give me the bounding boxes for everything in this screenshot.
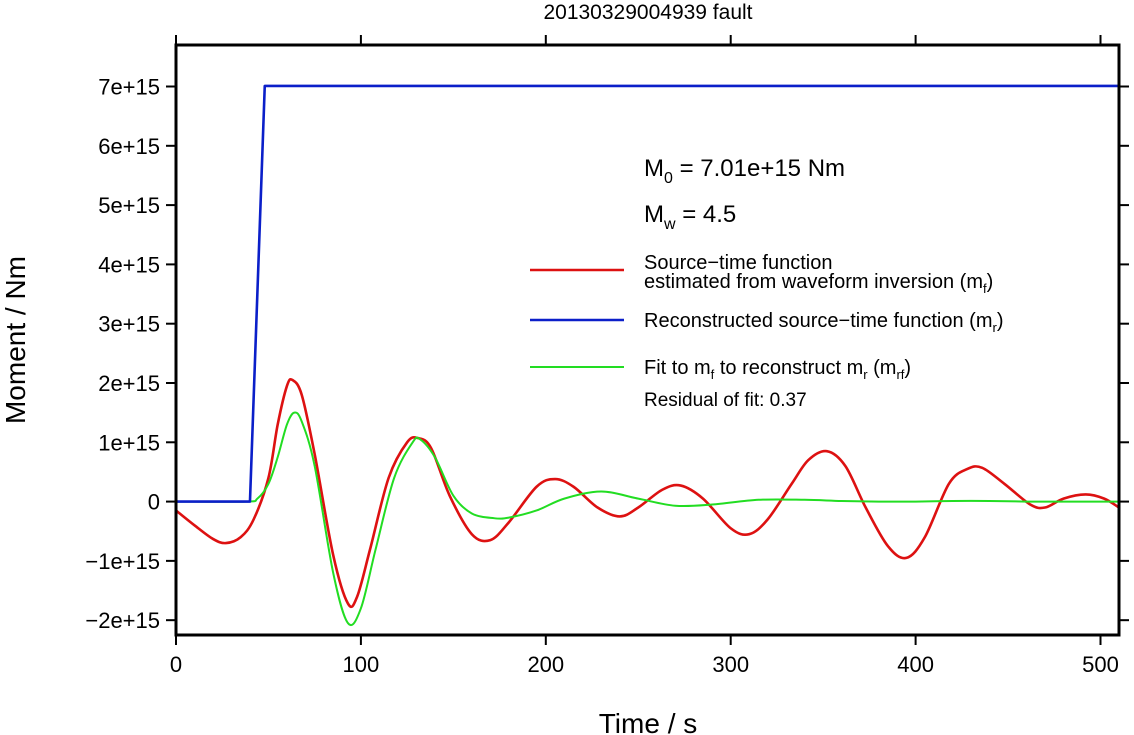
legend-label-red-line2: estimated from waveform inversion (mf): [644, 271, 993, 296]
y-tick-label: 0: [148, 490, 160, 515]
m0-rest: = 7.01e+15 Nm: [673, 155, 845, 182]
legend-label-green: Fit to mf to reconstruct mr (mrf): [644, 357, 911, 382]
legend-label-blue: Reconstructed source−time function (mr): [644, 310, 1004, 335]
x-axis: 0 100 200 300 400 500: [170, 35, 1119, 677]
x-axis-label: Time / s: [599, 708, 698, 735]
m0-main: M: [644, 155, 664, 182]
series-line-fit: [176, 411, 1119, 627]
plot-area: [176, 84, 1119, 627]
m0-annotation: M0 = 7.01e+15 Nm: [644, 155, 845, 187]
x-tick-label: 300: [712, 652, 749, 677]
mw-rest: = 4.5: [676, 201, 737, 228]
svg-text:M0 = 7.01e+15 Nm: M0 = 7.01e+15 Nm: [644, 155, 845, 187]
y-tick-label: 4e+15: [98, 252, 160, 277]
mw-main: M: [644, 201, 664, 228]
plot-frame: [174, 43, 1121, 637]
y-tick-label: 7e+15: [98, 75, 160, 100]
y-tick-label: 2e+15: [98, 371, 160, 396]
x-tick-label: 200: [527, 652, 564, 677]
svg-text:Mw = 4.5: Mw = 4.5: [644, 201, 736, 233]
legend: Source−time function estimated from wave…: [530, 252, 1004, 411]
x-tick-label: 100: [343, 652, 380, 677]
y-axis: −2e+15 −1e+15 0 1e+15 2e+15 3e+15 4e+15 5e+15 6e…: [85, 75, 1129, 633]
mw-sub: w: [663, 216, 676, 233]
series-line-reconstructed: [176, 84, 1119, 503]
y-tick-label: 6e+15: [98, 134, 160, 159]
y-tick-label: 1e+15: [98, 430, 160, 455]
mw-annotation: Mw = 4.5: [644, 201, 736, 233]
x-tick-label: 500: [1082, 652, 1119, 677]
x-tick-label: 0: [170, 652, 182, 677]
y-axis-label: Moment / Nm: [0, 256, 31, 424]
x-tick-label: 400: [897, 652, 934, 677]
y-tick-label: 5e+15: [98, 193, 160, 218]
series-line-source-time-function: [176, 377, 1119, 609]
chart-title: 20130329004939 fault: [543, 1, 752, 24]
y-tick-label: −2e+15: [85, 608, 160, 633]
m0-sub: 0: [664, 170, 673, 187]
legend-label-red-line1: Source−time function: [644, 252, 832, 274]
y-tick-label: 3e+15: [98, 312, 160, 337]
y-tick-label: −1e+15: [85, 549, 160, 574]
residual-annotation: Residual of fit: 0.37: [644, 390, 807, 411]
